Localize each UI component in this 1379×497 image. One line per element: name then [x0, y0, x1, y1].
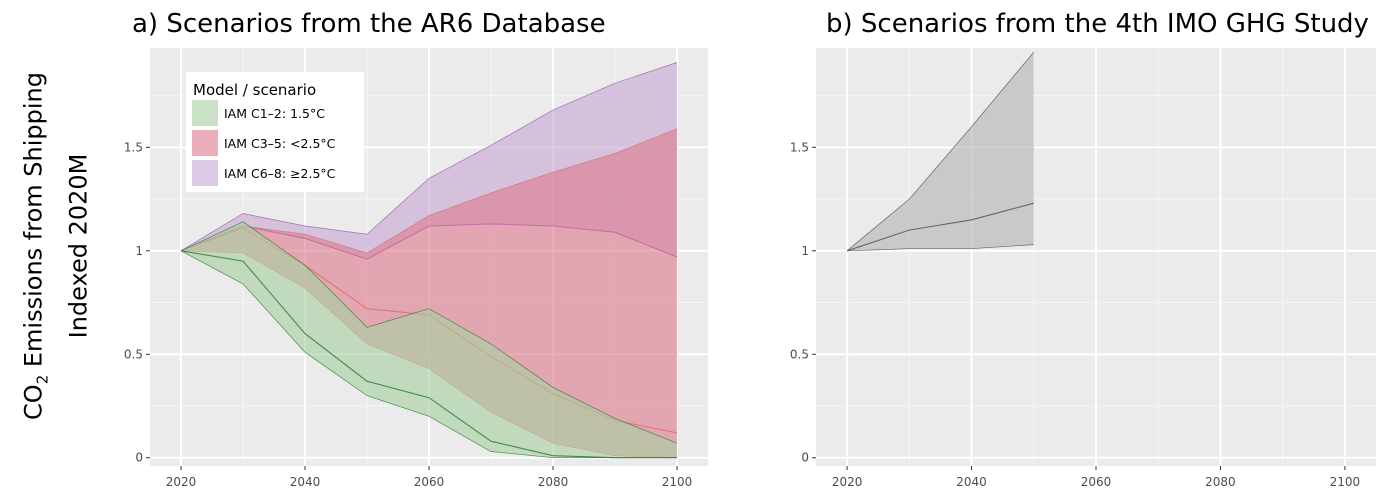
panel-a-upper-line-iam-c3-5-2-5-c	[180, 128, 678, 254]
panel-b-title: b) Scenarios from the 4th IMO GHG Study	[826, 9, 1369, 39]
panel-a-lower-line-iam-c1-2-1-5-c	[180, 250, 677, 459]
panel-b-lower-line-series-0	[847, 244, 1034, 252]
panel-a-y-tick-label: 1	[135, 244, 143, 258]
panel-b-x-tick-label: 2020	[832, 475, 863, 489]
panel-b-y-tick-label: 0	[801, 451, 809, 465]
panel-b-x-tick-label: 2040	[956, 475, 987, 489]
panel-a-legend-key-1	[192, 130, 218, 156]
panel-a-y-tick-label: 0	[135, 451, 143, 465]
panel-a-x-tick-label: 2020	[166, 475, 197, 489]
panel-a-x-tick-label: 2040	[290, 475, 321, 489]
panel-a-legend-label-2: IAM C6–8: ≥2.5°C	[224, 166, 336, 181]
panel-b-median-line-series-0	[846, 202, 1034, 252]
panel-b-x-tick-label: 2080	[1205, 475, 1236, 489]
panel-a-band-iam-c1-2-1-5-c	[181, 221, 677, 458]
panel-b-x-tick-label: 2100	[1330, 475, 1361, 489]
panel-a-legend-label-0: IAM C1–2: 1.5°C	[224, 106, 325, 121]
panel-a-legend-label-1: IAM C3–5: <2.5°C	[224, 136, 336, 151]
panel-a-title: a) Scenarios from the AR6 Database	[132, 9, 606, 39]
panel-b-x-tick-label: 2060	[1081, 475, 1112, 489]
panel-a-upper-line-iam-c6-8-2-5-c	[180, 62, 678, 252]
panel-a-legend-key-0	[192, 100, 218, 126]
panel-a-x-tick-label: 2060	[414, 475, 445, 489]
panel-a-band-iam-c3-5-2-5-c	[181, 128, 677, 458]
panel-a-median-line-iam-c1-2-1-5-c	[180, 250, 677, 459]
panel-b-y-tick-label: 1.5	[790, 140, 809, 154]
panel-a-upper-line-iam-c1-2-1-5-c	[180, 221, 678, 444]
panel-a-x-tick-label: 2100	[662, 475, 693, 489]
panel-b-upper-line-series-0	[846, 51, 1035, 252]
panel-a-legend-title: Model / scenario	[193, 81, 316, 99]
panel-b-band-series-0	[847, 52, 1034, 251]
panel-b-y-tick-label: 1	[801, 244, 809, 258]
panel-a-x-tick-label: 2080	[538, 475, 569, 489]
panel-a-y-tick-label: 1.5	[124, 140, 143, 154]
panel-b-y-tick-label: 0.5	[790, 347, 809, 361]
panel-a-legend-key-2	[192, 160, 218, 186]
panel-a-y-tick-label: 0.5	[124, 347, 143, 361]
